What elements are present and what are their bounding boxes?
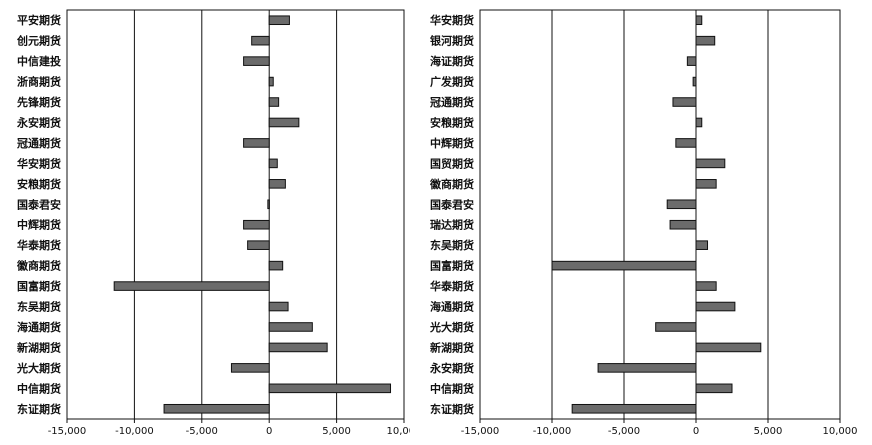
bar xyxy=(692,76,697,87)
category-label: 新湖期货 xyxy=(17,340,61,354)
bar xyxy=(695,179,717,189)
category-label: 中信建投 xyxy=(17,54,61,68)
bar xyxy=(268,383,392,394)
bar xyxy=(695,117,703,128)
category-label: 光大期货 xyxy=(16,361,61,375)
tick-label: 10,000 xyxy=(387,426,411,437)
category-label: 东吴期货 xyxy=(17,300,61,314)
category-label: 东证期货 xyxy=(17,402,61,416)
category-label: 徽商期货 xyxy=(16,259,61,273)
category-label: 冠通期货 xyxy=(430,95,474,109)
category-label: 东吴期货 xyxy=(430,238,474,252)
bar xyxy=(230,363,270,373)
category-label: 光大期货 xyxy=(429,320,474,334)
tick-label: -5,000 xyxy=(186,426,218,437)
category-label: 东证期货 xyxy=(430,402,474,416)
category-label: 国泰君安 xyxy=(17,197,61,211)
bar xyxy=(268,76,274,87)
bar xyxy=(551,260,697,271)
category-label: 海证期货 xyxy=(430,54,474,68)
tick-label: -10,000 xyxy=(533,426,572,437)
bar xyxy=(672,97,697,107)
bar xyxy=(268,260,284,271)
category-label: 新湖期货 xyxy=(430,340,474,354)
bar xyxy=(695,35,716,46)
category-label: 银河期货 xyxy=(430,34,474,48)
category-label: 中信期货 xyxy=(430,381,474,395)
bar xyxy=(655,322,697,332)
plot-frame xyxy=(66,9,405,420)
category-label: 先锋期货 xyxy=(17,95,61,109)
category-label: 华安期货 xyxy=(17,156,61,170)
bar xyxy=(243,138,270,148)
bar xyxy=(247,240,270,250)
category-label: 国贸期货 xyxy=(430,156,474,170)
category-label: 平安期货 xyxy=(17,13,61,27)
category-label: 中辉期货 xyxy=(17,218,61,232)
bar xyxy=(571,403,697,414)
bar xyxy=(669,219,697,230)
bar xyxy=(695,240,709,250)
category-label: 国富期货 xyxy=(430,259,474,273)
bar xyxy=(695,15,703,26)
bar xyxy=(675,138,697,148)
category-label: 国富期货 xyxy=(17,279,61,293)
tick-label: 0 xyxy=(693,426,699,437)
bar xyxy=(268,15,290,26)
bar-chart-right: 华安期货银河期货海证期货广发期货冠通期货安粮期货中辉期货国贸期货徽商期货国泰君安… xyxy=(429,9,858,437)
bar xyxy=(695,158,726,169)
bar xyxy=(695,383,733,394)
category-label: 中辉期货 xyxy=(430,136,474,150)
category-label: 冠通期货 xyxy=(17,136,61,150)
tick-label: -5,000 xyxy=(608,426,640,437)
bar xyxy=(268,158,278,169)
plot-frame xyxy=(479,9,841,420)
category-label: 浙商期货 xyxy=(17,75,61,89)
bar xyxy=(268,301,289,312)
category-label: 华泰期货 xyxy=(430,279,474,293)
bar xyxy=(243,219,270,230)
category-label: 华泰期货 xyxy=(17,238,61,252)
category-label: 徽商期货 xyxy=(429,177,474,191)
bar xyxy=(666,199,697,210)
bar xyxy=(268,97,280,107)
bar xyxy=(695,342,762,353)
bar xyxy=(268,322,313,332)
category-label: 华安期货 xyxy=(430,13,474,27)
bar xyxy=(268,179,286,189)
category-label: 国泰君安 xyxy=(430,197,474,211)
category-label: 瑞达期货 xyxy=(430,218,474,232)
tick-label: 10,000 xyxy=(823,426,858,437)
tick-label: 5,000 xyxy=(322,426,351,437)
category-label: 永安期货 xyxy=(16,115,61,129)
tick-label: -10,000 xyxy=(115,426,154,437)
bar xyxy=(163,403,270,414)
bar-chart-left: 平安期货创元期货中信建投浙商期货先锋期货永安期货冠通期货华安期货安粮期货国泰君安… xyxy=(16,9,411,437)
category-label: 广发期货 xyxy=(430,75,474,89)
bar xyxy=(268,342,328,353)
bar xyxy=(268,117,300,128)
category-label: 安粮期货 xyxy=(430,115,474,129)
category-label: 中信期货 xyxy=(17,381,61,395)
category-label: 创元期货 xyxy=(16,34,61,48)
category-label: 海通期货 xyxy=(430,300,474,314)
category-label: 安粮期货 xyxy=(17,177,61,191)
bar xyxy=(686,56,697,66)
tick-label: 0 xyxy=(266,426,272,437)
bar xyxy=(597,363,697,373)
tick-label: -15,000 xyxy=(461,426,500,437)
tick-label: 5,000 xyxy=(754,426,783,437)
bar xyxy=(695,281,717,291)
bar xyxy=(243,56,270,66)
bar xyxy=(695,301,736,312)
tick-label: -15,000 xyxy=(48,426,87,437)
bar xyxy=(113,281,270,291)
category-label: 永安期货 xyxy=(429,361,474,375)
category-label: 海通期货 xyxy=(17,320,61,334)
bar xyxy=(267,199,270,210)
bar xyxy=(251,35,270,46)
